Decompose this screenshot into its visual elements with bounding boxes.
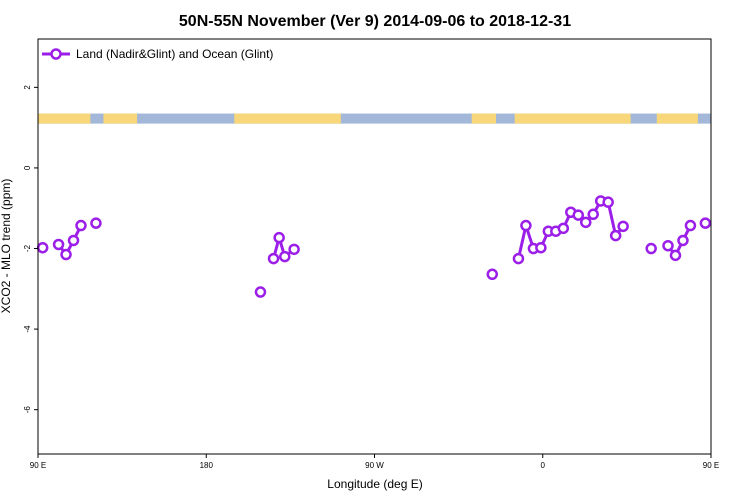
x-axis-label: Longitude (deg E) (327, 477, 422, 491)
x-tick-label: 90 E (30, 461, 46, 470)
x-tick-label: 90 E (703, 461, 719, 470)
data-point (67, 234, 80, 247)
ocean-band (38, 113, 711, 124)
data-point (617, 220, 629, 233)
data-point (572, 209, 585, 221)
land-segment (38, 113, 91, 124)
x-tick-label: 90 W (365, 461, 384, 470)
data-point (75, 219, 87, 232)
series-layer (36, 195, 712, 298)
x-tick-label: 180 (200, 461, 214, 470)
land-segment (514, 113, 631, 124)
data-point (684, 219, 697, 232)
land-segment (471, 113, 497, 124)
land-segment (103, 113, 138, 124)
data-point (535, 241, 547, 254)
y-tick-label: 0 (23, 165, 32, 170)
y-tick-label: -6 (23, 406, 32, 414)
data-point (557, 222, 570, 235)
data-point (520, 219, 532, 232)
data-point (587, 208, 599, 221)
series-line (57, 224, 83, 257)
data-point (677, 234, 689, 247)
series-line (666, 224, 692, 257)
data-point (645, 242, 657, 255)
data-point (254, 286, 267, 298)
data-point (90, 217, 102, 229)
data-point (60, 248, 72, 261)
y-tick-label: 2 (23, 85, 32, 90)
data-point (512, 252, 525, 265)
land-segment (656, 113, 698, 124)
data-point (273, 231, 285, 244)
x-axis: 90 E 180 90 W 0 90 E (30, 454, 719, 470)
data-point (52, 238, 65, 251)
data-point (267, 252, 280, 265)
y-axis-label: XCO2 - MLO trend (ppm) (0, 179, 13, 314)
data-point (579, 216, 592, 229)
data-point (279, 250, 291, 263)
y-tick-label: -2 (23, 244, 32, 252)
legend-label: Land (Nadir&Glint) and Ocean (Glint) (76, 47, 273, 61)
data-point (486, 268, 499, 281)
land-segment (234, 113, 341, 124)
y-axis: 2 0 -2 -4 -6 (23, 85, 38, 414)
x-tick-label: 0 (541, 461, 546, 470)
plot-frame (37, 38, 712, 455)
data-point (669, 249, 682, 262)
data-point (662, 239, 674, 252)
y-tick-label: -4 (23, 325, 32, 333)
legend: Land (Nadir&Glint) and Ocean (Glint) (42, 47, 273, 61)
legend-marker (50, 48, 62, 60)
data-point (36, 241, 49, 254)
data-point (288, 243, 300, 256)
data-point (602, 196, 614, 208)
data-point (609, 229, 622, 242)
data-point (699, 217, 712, 229)
surface-band (38, 113, 711, 124)
series-line (272, 236, 296, 259)
chart-title: 50N-55N November (Ver 9) 2014-09-06 to 2… (179, 13, 571, 30)
